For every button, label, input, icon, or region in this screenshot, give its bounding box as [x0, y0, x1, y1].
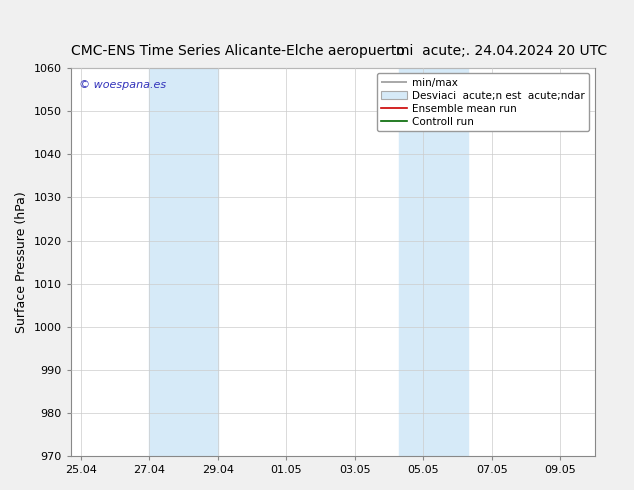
Text: © woespana.es: © woespana.es	[79, 80, 165, 90]
Text: mi  acute;. 24.04.2024 20 UTC: mi acute;. 24.04.2024 20 UTC	[396, 45, 607, 58]
Text: CMC-ENS Time Series Alicante-Elche aeropuerto: CMC-ENS Time Series Alicante-Elche aerop…	[71, 45, 404, 58]
Bar	[399, 68, 468, 456]
Bar	[150, 68, 218, 456]
Y-axis label: Surface Pressure (hPa): Surface Pressure (hPa)	[15, 191, 28, 333]
Legend: min/max, Desviaci  acute;n est  acute;ndar, Ensemble mean run, Controll run: min/max, Desviaci acute;n est acute;ndar…	[377, 74, 590, 131]
